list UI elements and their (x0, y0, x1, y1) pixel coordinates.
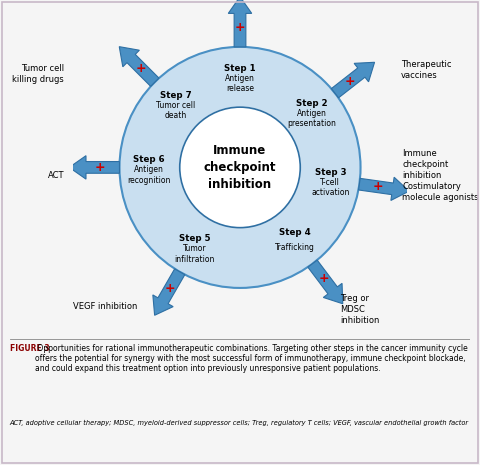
Text: Step 3: Step 3 (314, 168, 346, 177)
FancyArrow shape (69, 156, 120, 179)
Text: Step 1: Step 1 (224, 64, 256, 73)
FancyArrow shape (308, 260, 343, 304)
Text: T-cell
activation: T-cell activation (311, 178, 349, 197)
Text: +: + (95, 161, 106, 174)
Text: +: + (319, 272, 329, 286)
Text: Tumor
infiltration: Tumor infiltration (174, 244, 215, 264)
Circle shape (180, 107, 300, 228)
Text: Tumor cell
death: Tumor cell death (156, 101, 195, 120)
FancyArrow shape (359, 177, 409, 200)
Text: +: + (345, 75, 355, 88)
Text: +: + (373, 180, 384, 193)
FancyArrow shape (331, 62, 374, 98)
Text: Step 4: Step 4 (279, 228, 311, 237)
Text: Antigen
recognition: Antigen recognition (127, 165, 170, 185)
Text: Immune
checkpoint
inhibition
Costimulatory
molecule agonists: Immune checkpoint inhibition Costimulato… (402, 149, 479, 202)
Text: Step 2: Step 2 (296, 99, 328, 108)
FancyArrow shape (228, 0, 252, 47)
Circle shape (120, 47, 360, 288)
Text: Tumor cell
killing drugs: Tumor cell killing drugs (12, 64, 64, 84)
Text: Opportunities for rational immunotherapeutic combinations. Targeting other steps: Opportunities for rational immunotherape… (35, 344, 468, 373)
Text: VEGF inhibition: VEGF inhibition (72, 302, 137, 311)
Text: FIGURE 3: FIGURE 3 (10, 344, 49, 352)
Text: Treg or
MDSC
inhibition: Treg or MDSC inhibition (340, 294, 380, 326)
Text: ACT: ACT (48, 171, 64, 180)
Text: Step 5: Step 5 (179, 234, 210, 243)
Text: Step 6: Step 6 (133, 155, 165, 164)
Text: Step 7: Step 7 (160, 91, 192, 100)
Text: +: + (235, 21, 245, 34)
Text: Antigen
release: Antigen release (225, 74, 255, 93)
Text: +: + (136, 62, 146, 75)
Text: +: + (165, 282, 176, 295)
Text: Immune
checkpoint
inhibition: Immune checkpoint inhibition (204, 144, 276, 191)
FancyArrow shape (153, 269, 185, 315)
Text: Therapeutic
vaccines: Therapeutic vaccines (401, 60, 451, 80)
Text: Trafficking: Trafficking (275, 243, 315, 252)
Text: ACT, adoptive cellular therapy; MDSC, myeloid-derived suppressor cells; Treg, re: ACT, adoptive cellular therapy; MDSC, my… (10, 420, 469, 426)
FancyArrow shape (119, 46, 159, 86)
Text: Antigen
presentation: Antigen presentation (288, 109, 336, 128)
